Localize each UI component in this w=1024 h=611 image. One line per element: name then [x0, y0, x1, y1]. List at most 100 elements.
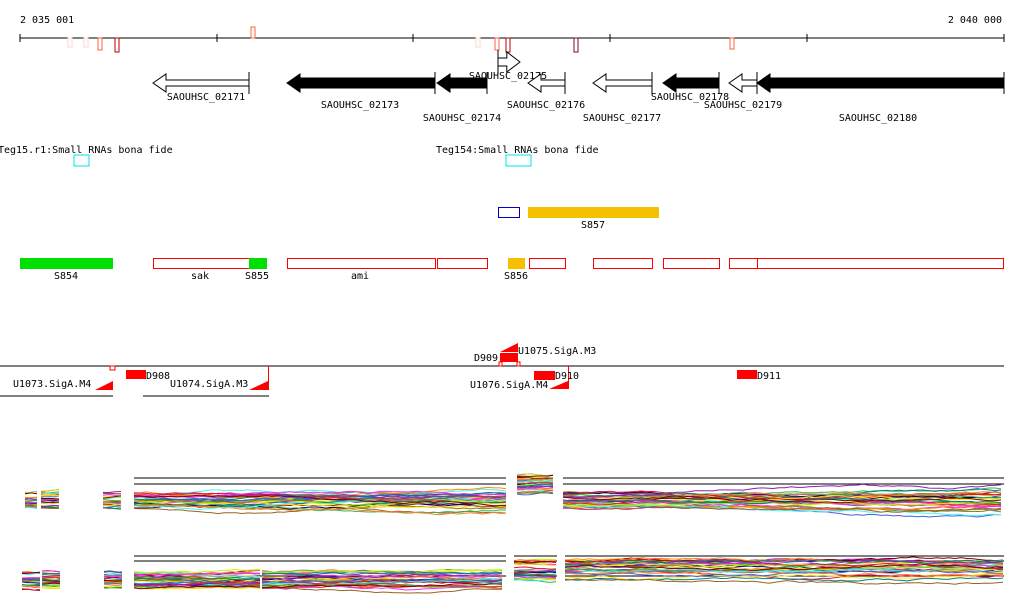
feature-box[interactable] — [498, 207, 520, 218]
feature-box[interactable] — [663, 258, 720, 269]
feature-box[interactable] — [437, 258, 488, 269]
expression-line — [40, 492, 60, 495]
marker — [109, 365, 116, 371]
feature-s854[interactable] — [20, 258, 113, 269]
expression-line — [40, 504, 60, 508]
expression-line — [564, 563, 1004, 571]
expression-line — [41, 582, 61, 585]
ruler-marker[interactable] — [97, 37, 103, 51]
promoter-u1075[interactable] — [500, 343, 518, 352]
ruler-track: 2 035 001 2 040 000 — [19, 15, 1005, 53]
terminator-d910[interactable] — [534, 371, 555, 380]
expression-line — [21, 572, 41, 576]
promoter-u1074[interactable] — [249, 366, 269, 390]
feature-box[interactable] — [593, 258, 653, 269]
expression-line — [102, 496, 122, 500]
expression-line — [513, 572, 557, 576]
ruler-marker[interactable] — [250, 26, 256, 39]
gene-arrow[interactable] — [592, 73, 653, 93]
expression-line — [24, 500, 38, 502]
feature-box[interactable] — [757, 258, 1004, 269]
ruler-marker[interactable] — [573, 37, 579, 53]
srna-feature[interactable] — [73, 154, 90, 167]
expression-line — [564, 578, 1004, 585]
promoter-u1073[interactable] — [95, 381, 113, 390]
ruler-marker[interactable] — [494, 37, 500, 51]
reg-label: U1073.SigA.M4 — [13, 379, 91, 390]
feature-sak[interactable] — [153, 258, 250, 269]
expression-line — [133, 494, 506, 507]
gene-label: SAOUHSC_02179 — [704, 100, 782, 111]
ruler-marker[interactable] — [83, 37, 89, 48]
feature-s856[interactable] — [508, 258, 525, 269]
ruler-marker[interactable] — [67, 37, 73, 48]
genes-track: SAOUHSC_02171 SAOUHSC_02173 SAOUHSC_02174 S… — [152, 50, 1005, 124]
expression-line — [21, 581, 41, 584]
gene-arrow[interactable] — [497, 50, 521, 74]
feature-ami[interactable] — [287, 258, 436, 269]
expression-plots — [21, 473, 1004, 594]
terminator-d908[interactable] — [126, 370, 146, 379]
feature-box[interactable] — [529, 258, 566, 269]
expression-line — [41, 587, 60, 590]
gene-arrow[interactable] — [152, 73, 250, 93]
feature-label: S857 — [581, 220, 605, 231]
expression-line — [261, 572, 503, 579]
expression-line — [40, 502, 60, 505]
expression-line — [516, 478, 554, 481]
expression-line — [102, 507, 122, 510]
feature-label: ami — [351, 271, 369, 282]
small-rna-track: Teg15.r1:Small RNAs bona fide Teg154:Sma… — [0, 145, 599, 167]
expression-line — [40, 489, 60, 492]
expression-line — [103, 573, 123, 576]
expression-line — [513, 577, 557, 581]
reg-label: D909 — [474, 353, 498, 364]
expression-line — [516, 487, 554, 491]
expression-line — [133, 491, 507, 501]
expression-line — [102, 501, 121, 504]
srna-feature[interactable] — [505, 154, 532, 167]
feature-box[interactable] — [729, 258, 758, 269]
expression-line — [133, 572, 261, 578]
expression-line — [513, 558, 557, 562]
ruler-marker[interactable] — [729, 37, 735, 50]
feature-s857[interactable] — [528, 207, 659, 218]
expression-line — [514, 563, 557, 566]
feature-label: S855 — [245, 271, 269, 282]
gene-arrow[interactable] — [286, 73, 436, 93]
ruler-marker[interactable] — [505, 37, 511, 53]
ruler-marker[interactable] — [114, 37, 120, 53]
expression-line — [513, 571, 557, 574]
gene-label: SAOUHSC_02171 — [167, 92, 245, 103]
terminator-d911[interactable] — [737, 370, 757, 379]
expression-line — [562, 501, 1002, 508]
expression-line — [133, 490, 507, 498]
ruler-marker[interactable] — [475, 37, 481, 48]
ruler-end-label: 2 040 000 — [948, 15, 1002, 26]
reg-label: D911 — [757, 371, 781, 382]
expression-line — [133, 572, 261, 576]
expression-line — [562, 483, 1002, 498]
expression-line — [103, 583, 123, 587]
expression-line — [41, 572, 61, 575]
expression-line — [513, 566, 557, 570]
reg-label: U1074.SigA.M3 — [170, 379, 248, 390]
expression-line — [516, 480, 554, 483]
gene-arrow[interactable] — [756, 73, 1005, 93]
feature-s855[interactable] — [249, 258, 267, 269]
expression-line — [133, 576, 261, 583]
terminator-d909[interactable] — [500, 353, 518, 362]
expression-line — [103, 572, 123, 575]
promoter-u1076[interactable] — [549, 366, 569, 389]
feature-track: S857 S854 sak S855 ami S856 — [20, 207, 1004, 282]
expression-line — [562, 495, 1002, 504]
expression-line — [102, 499, 122, 502]
expression-line — [133, 504, 507, 516]
gene-arrow[interactable] — [662, 73, 720, 93]
expression-line — [133, 488, 507, 496]
expression-line — [133, 579, 261, 586]
expression-line — [513, 560, 557, 564]
gene-arrow[interactable] — [728, 73, 758, 93]
expression-line — [261, 583, 503, 589]
